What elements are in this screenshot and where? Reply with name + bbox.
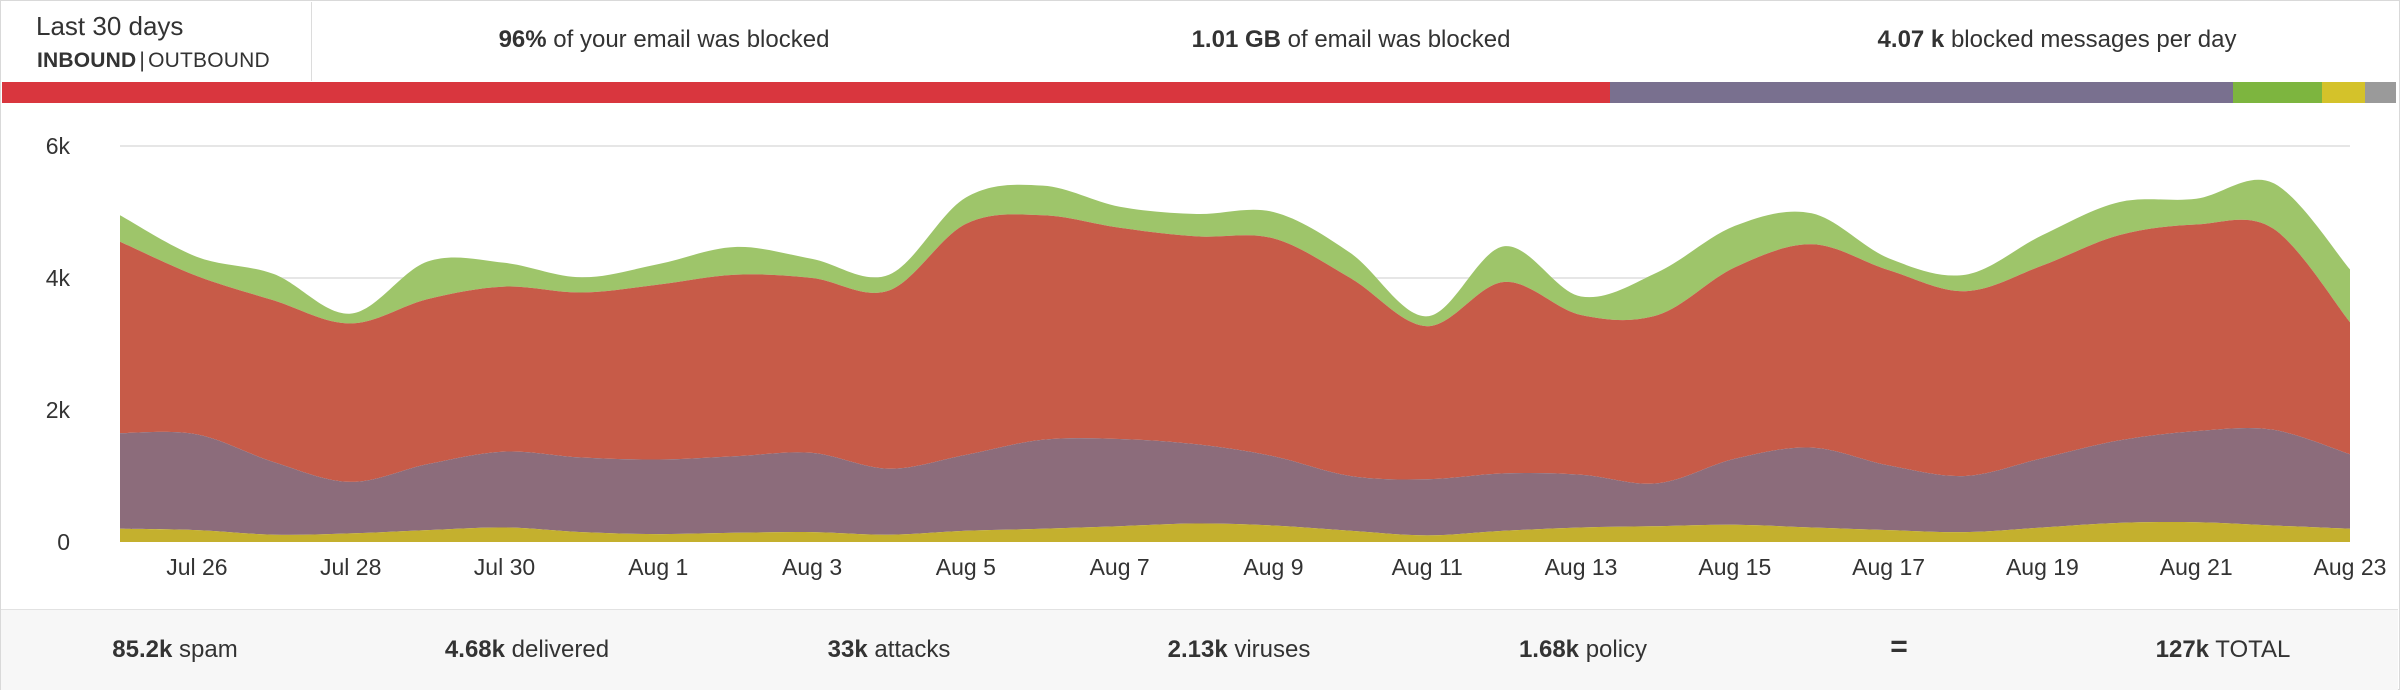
area-series-2 [120,214,2350,484]
y-tick-label: 6k [46,133,71,159]
period-label[interactable]: Last 30 days [36,11,184,41]
footer-value: 33k [827,636,868,663]
x-tick-label: Aug 5 [936,554,996,580]
stat-blocked-volume: 1.01 GB of email was blocked [1192,26,1511,54]
x-tick-label: Aug 23 [2314,554,2387,580]
x-tick-label: Aug 21 [2160,554,2233,580]
distribution-segment-0 [2,82,1610,103]
distribution-segment-4 [2364,82,2397,103]
direction-separator: | [139,49,146,72]
x-tick-label: Aug 1 [628,554,688,580]
direction-toggle: INBOUND | OUTBOUND [37,49,270,73]
footer-attacks: 33k attacks [828,636,951,664]
area-series-0 [120,522,2350,542]
x-tick-label: Aug 11 [1392,554,1463,580]
footer-equals: = [1890,630,1908,663]
footer-value: 1.68k [1518,636,1580,663]
footer-value: 127k [2155,636,2210,663]
x-tick-label: Jul 26 [166,554,227,580]
period-selector[interactable]: Last 30 days INBOUND | OUTBOUND [2,2,312,81]
footer-text: spam [179,636,238,663]
footer-text: TOTAL [2215,636,2291,663]
footer-total: 127k TOTAL [2156,636,2291,664]
footer-delivered: 4.68k delivered [445,636,609,664]
stat-value: 96% [498,26,547,53]
area-series-3 [120,179,2350,327]
x-tick-label: Aug 19 [2006,554,2079,580]
stat-value: 1.01 GB [1191,26,1281,53]
footer-text: viruses [1234,636,1311,663]
stat-blocked-per-day: 4.07 k blocked messages per day [1878,26,2237,54]
stat-text: of your email was blocked [553,26,830,53]
footer-text: policy [1585,636,1648,663]
y-tick-label: 0 [57,529,70,555]
outbound-toggle[interactable]: OUTBOUND [148,49,270,72]
x-tick-label: Aug 15 [1698,554,1771,580]
footer-text: delivered [511,636,610,663]
email-area-chart: 0 2k 4k 6k Jul 26 Jul 28 Jul 30 Aug 1 Aug 3 Aug 5… [46,133,2387,580]
stat-value: 4.07 k [1877,26,1945,53]
x-tick-label: Aug 17 [1852,554,1925,580]
x-tick-label: Aug 3 [782,554,842,580]
x-tick-label: Aug 13 [1545,554,1618,580]
footer-value: 2.13k [1167,636,1228,663]
stat-blocked-percent: 96% of your email was blocked [499,26,830,54]
footer-policy: 1.68k policy [1519,636,1647,664]
distribution-segment-1 [1609,82,2234,103]
footer-value: 4.68k [444,636,505,663]
x-tick-label: Aug 9 [1243,554,1303,580]
stat-text: of email was blocked [1287,26,1511,53]
footer-text: attacks [874,636,951,663]
category-distribution-bar [2,82,2397,103]
distribution-segment-2 [2233,82,2322,103]
footer-viruses: 2.13k viruses [1168,636,1311,664]
y-tick-label: 2k [46,397,71,423]
stat-text: blocked messages per day [1950,26,2237,53]
x-tick-label: Jul 28 [320,554,381,580]
footer-value: 85.2k [112,636,173,663]
x-tick-label: Aug 7 [1090,554,1150,580]
x-tick-label: Jul 30 [474,554,535,580]
footer-spam: 85.2k spam [112,636,237,664]
area-series-1 [120,428,2350,536]
y-tick-label: 4k [46,265,71,291]
inbound-toggle[interactable]: INBOUND [37,49,137,72]
summary-footer: 85.2k spam 4.68k delivered 33k attacks 2… [1,609,2398,690]
distribution-segment-3 [2321,82,2365,103]
